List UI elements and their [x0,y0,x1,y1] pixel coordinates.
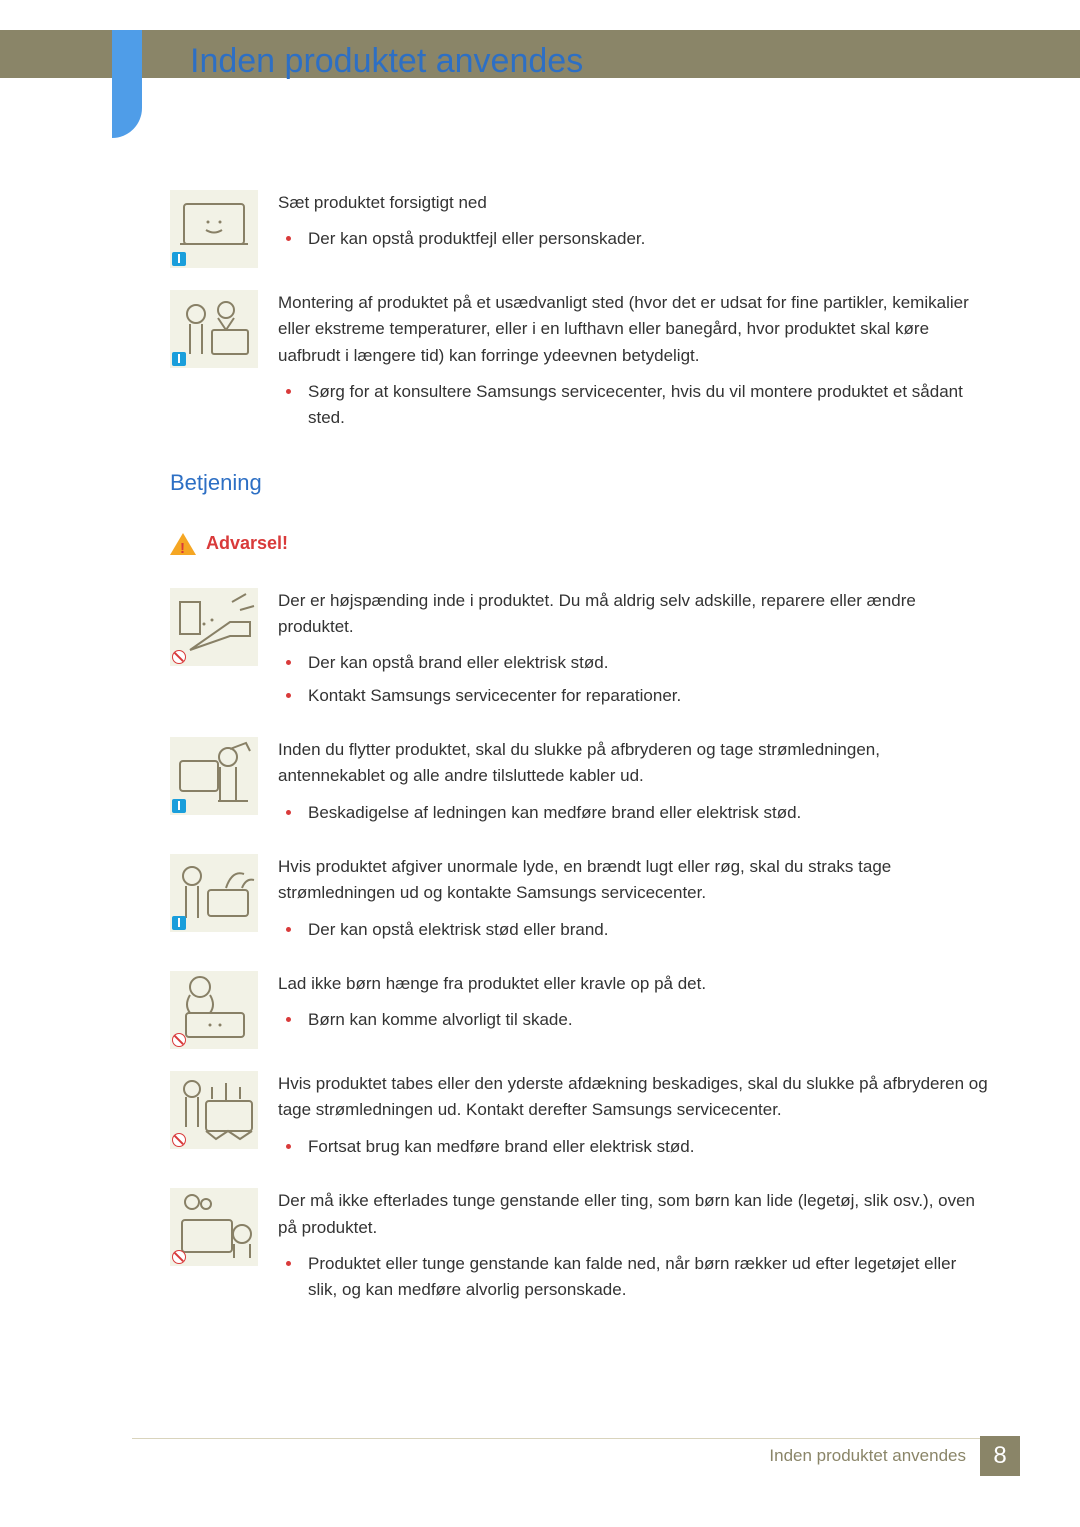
page-title: Inden produktet anvendes [190,35,583,88]
warning-header: Advarsel! [170,530,990,558]
item-lead: Inden du flytter produktet, skal du sluk… [278,737,990,790]
bullet: Produktet eller tunge genstande kan fald… [308,1251,990,1304]
bullet: Beskadigelse af ledningen kan medføre br… [308,800,990,826]
info-icon [172,916,186,930]
item-lead: Hvis produktet tabes eller den yderste a… [278,1071,990,1124]
safety-item: Hvis produktet tabes eller den yderste a… [170,1071,990,1166]
illustration-children-hang [170,971,258,1049]
illustration-heavy-objects [170,1188,258,1266]
accent-bar [112,30,142,78]
bullet: Der kan opstå brand eller elektrisk stød… [308,650,990,676]
main-content: Sæt produktet forsigtigt ned Der kan ops… [170,190,990,1332]
footer-title: Inden produktet anvendes [769,1443,966,1469]
item-lead: Lad ikke børn hænge fra produktet eller … [278,971,990,997]
item-lead: Der må ikke efterlades tunge genstande e… [278,1188,990,1241]
item-lead: Montering af produktet på et usædvanligt… [278,290,990,369]
info-icon [172,352,186,366]
bullet: Fortsat brug kan medføre brand eller ele… [308,1134,990,1160]
info-icon [172,252,186,266]
bullet: Kontakt Samsungs servicecenter for repar… [308,683,990,709]
footer: Inden produktet anvendes 8 [132,1439,1020,1473]
warning-triangle-icon [170,533,196,555]
illustration-unplug [170,737,258,815]
page-number: 8 [980,1436,1020,1476]
illustration-disassemble [170,588,258,666]
bullet: Børn kan komme alvorligt til skade. [308,1007,990,1033]
item-lead: Hvis produktet afgiver unormale lyde, en… [278,854,990,907]
safety-item: Sæt produktet forsigtigt ned Der kan ops… [170,190,990,268]
safety-item: Lad ikke børn hænge fra produktet eller … [170,971,990,1049]
info-icon [172,799,186,813]
illustration-set-down [170,190,258,268]
safety-item: Hvis produktet afgiver unormale lyde, en… [170,854,990,949]
illustration-damaged [170,1071,258,1149]
illustration-smoke [170,854,258,932]
illustration-environment [170,290,258,368]
safety-item: Montering af produktet på et usædvanligt… [170,290,990,438]
safety-item: Inden du flytter produktet, skal du sluk… [170,737,990,832]
item-lead: Der er højspænding inde i produktet. Du … [278,588,990,641]
side-curve [112,78,142,138]
safety-item: Der må ikke efterlades tunge genstande e… [170,1188,990,1309]
bullet: Der kan opstå elektrisk stød eller brand… [308,917,990,943]
safety-item: Der er højspænding inde i produktet. Du … [170,588,990,715]
bullet: Sørg for at konsultere Samsungs servicec… [308,379,990,432]
prohibit-icon [172,650,186,664]
item-lead: Sæt produktet forsigtigt ned [278,190,990,216]
subsection-title: Betjening [170,466,990,500]
warning-label: Advarsel! [206,530,288,558]
bullet: Der kan opstå produktfejl eller personsk… [308,226,990,252]
